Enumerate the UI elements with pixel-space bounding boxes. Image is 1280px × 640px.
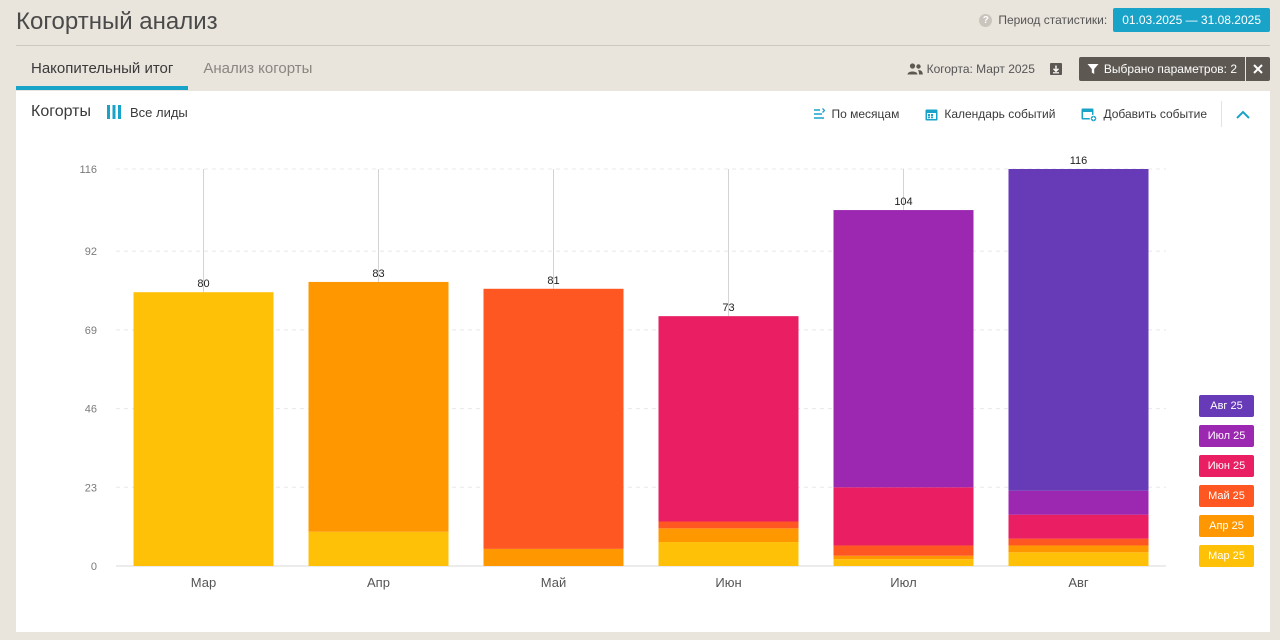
tab-cumulative-total[interactable]: Накопительный итог — [16, 46, 189, 90]
x-tick-label: Апр — [367, 575, 390, 590]
leads-filter-label[interactable]: Все лиды — [129, 104, 188, 120]
add-event-button[interactable]: Добавить событие — [1081, 107, 1207, 122]
clear-filter-button[interactable] — [1246, 57, 1270, 81]
page-title: Когортный анализ — [16, 8, 218, 35]
header-divider — [16, 45, 1270, 46]
legend-item[interactable]: Мар 25 — [1199, 545, 1254, 567]
users-icon — [907, 63, 923, 75]
bar-segment — [833, 487, 974, 546]
cohort-stacked-bar-chart: 0 23 46 69 92 116 80 Мар 83 Апр 81 Май 73 Июн 104 Июл 11… — [79, 155, 1166, 590]
bar-segment — [308, 281, 449, 532]
bar-segment — [833, 559, 974, 566]
events-calendar-button[interactable]: Календарь событий — [925, 107, 1055, 121]
bar-segment — [1008, 169, 1149, 491]
cohorts-panel: Когорты Все лиды По месяцам — [16, 91, 1270, 632]
bar-segment — [1008, 545, 1149, 553]
legend-item[interactable]: Авг 25 — [1199, 395, 1254, 417]
actions-divider — [1221, 101, 1222, 127]
calendar-icon — [925, 109, 938, 120]
bar-segment — [1008, 490, 1149, 515]
bar-segment — [658, 316, 799, 522]
panel-header: Когорты Все лиды — [31, 103, 188, 121]
bar-segment — [833, 210, 974, 488]
bar-segment — [1008, 538, 1149, 546]
x-tick-label: Июн — [715, 575, 741, 590]
y-tick-label: 69 — [85, 325, 97, 337]
tab-cohort-analysis[interactable]: Анализ когорты — [203, 59, 313, 77]
bar-segment — [658, 542, 799, 566]
legend-item[interactable]: Апр 25 — [1199, 515, 1254, 537]
chart-legend: Авг 25 Июл 25 Июн 25 Май 25 Апр 25 Мар 25 — [1199, 395, 1254, 567]
question-circle-icon[interactable]: ? — [979, 13, 993, 27]
filter-label: Выбрано параметров: 2 — [1103, 62, 1237, 76]
close-icon — [1253, 64, 1263, 74]
y-tick-label: 46 — [85, 404, 97, 416]
bar-segment — [658, 521, 799, 529]
legend-item[interactable]: Июл 25 — [1199, 425, 1254, 447]
tab-tools: Когорта: Март 2025 Выбрано параметров: 2 — [907, 57, 1270, 81]
x-tick-label: Мар — [191, 575, 216, 590]
bar-segment — [483, 288, 624, 549]
bar-total-label: 81 — [547, 275, 559, 287]
bar-segment — [133, 292, 274, 566]
bar-total-label: 80 — [197, 278, 209, 290]
collapse-panel-button[interactable] — [1236, 110, 1250, 119]
period-range-button[interactable]: 01.03.2025 — 31.08.2025 — [1113, 8, 1270, 32]
period-selector: ? Период статистики: 01.03.2025 — 31.08.… — [979, 8, 1270, 32]
y-tick-label: 0 — [91, 561, 97, 573]
panel-title: Когорты — [31, 103, 91, 120]
bar-segment — [833, 555, 974, 560]
y-tick-label: 92 — [85, 246, 97, 258]
bar-segment — [1008, 552, 1149, 566]
bar-segment — [483, 548, 624, 566]
bars-icon[interactable] — [106, 105, 121, 119]
download-icon — [1049, 63, 1062, 75]
filter-parameters-button[interactable]: Выбрано параметров: 2 — [1078, 57, 1245, 81]
tab-bar: Накопительный итог Анализ когорты — [16, 46, 327, 90]
x-tick-label: Июл — [890, 575, 916, 590]
add-event-label: Добавить событие — [1103, 107, 1207, 121]
bar-total-label: 83 — [372, 268, 384, 280]
calendar-plus-icon — [1081, 108, 1098, 122]
x-tick-label: Авг — [1068, 575, 1089, 590]
bar-segment — [658, 528, 799, 543]
period-label: Период статистики: — [998, 13, 1108, 27]
bar-total-label: 116 — [1070, 155, 1088, 167]
legend-item[interactable]: Май 25 — [1199, 485, 1254, 507]
bar-total-label: 104 — [894, 196, 912, 208]
panel-actions: По месяцам Календарь событий Добавить со… — [787, 101, 1250, 127]
cohort-selector[interactable]: Когорта: Март 2025 — [907, 62, 1035, 76]
by-months-label: По месяцам — [831, 107, 900, 121]
by-months-button[interactable]: По месяцам — [813, 107, 899, 121]
x-tick-label: Май — [541, 575, 566, 590]
bar-segment — [308, 531, 449, 566]
funnel-icon — [1087, 64, 1099, 74]
legend-item[interactable]: Июн 25 — [1199, 455, 1254, 477]
download-button[interactable] — [1049, 62, 1063, 76]
chevron-up-icon — [1236, 110, 1250, 119]
y-tick-label: 116 — [79, 164, 97, 176]
cohort-label: Когорта: Март 2025 — [926, 62, 1035, 76]
sort-icon — [814, 108, 826, 119]
bar-segment — [1008, 514, 1149, 539]
events-calendar-label: Календарь событий — [944, 107, 1056, 121]
y-tick-label: 23 — [85, 482, 97, 494]
bar-total-label: 73 — [722, 302, 734, 314]
bar-segment — [833, 545, 974, 556]
